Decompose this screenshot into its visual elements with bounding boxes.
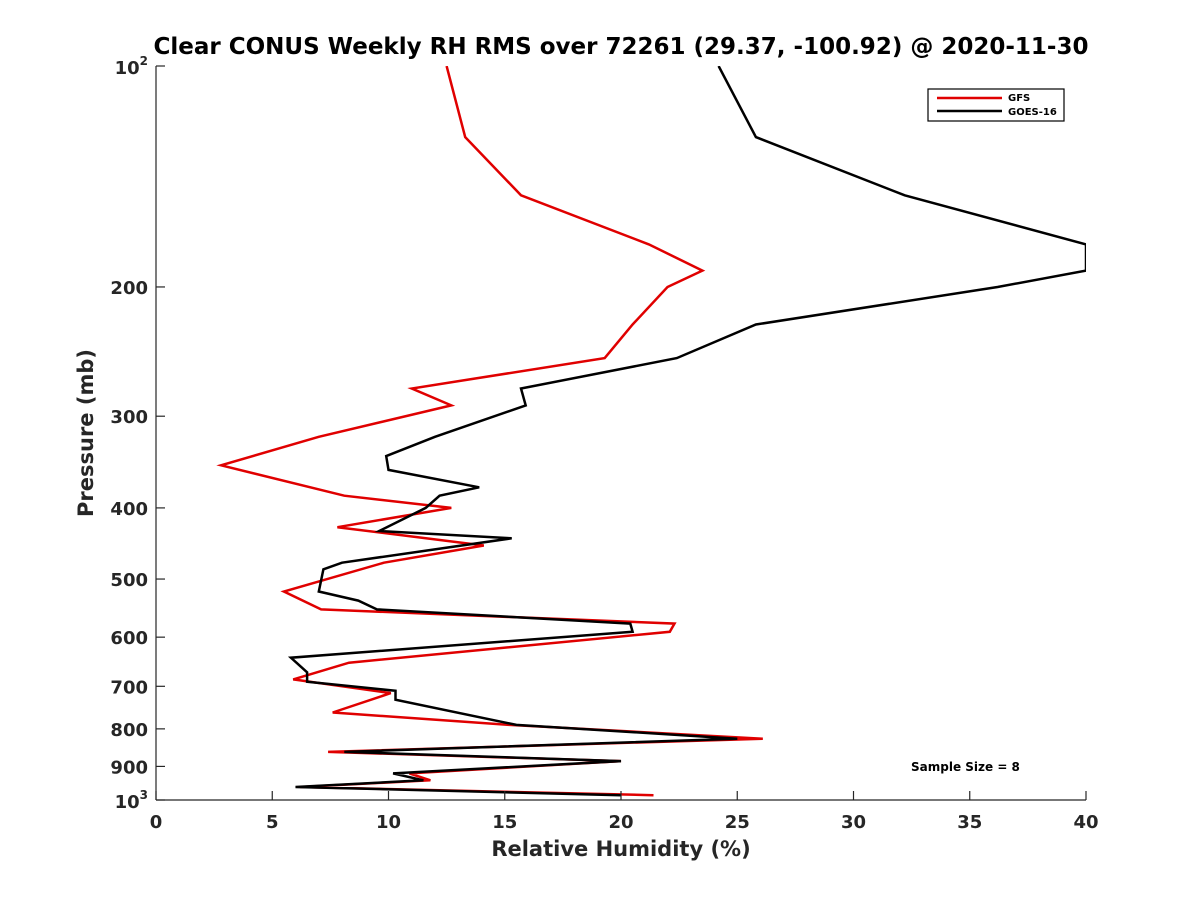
sample-size-annotation: Sample Size = 8 [911, 760, 1020, 774]
x-tick-label: 10 [376, 812, 401, 833]
y-tick-label: 500 [110, 570, 148, 591]
x-tick-label: 15 [492, 812, 517, 833]
legend-box [927, 88, 1065, 122]
y-tick-label: 900 [110, 757, 148, 778]
plot-area [156, 66, 1086, 800]
y-tick-label: 103 [115, 788, 148, 813]
x-tick-label: 25 [725, 812, 750, 833]
x-tick-label: 30 [841, 812, 866, 833]
x-axis-label: Relative Humidity (%) [491, 837, 750, 861]
ticks-layer: 0 5 10 15 20 25 30 35 40 102 200 300 400 500 600 700 800… [110, 54, 1098, 833]
x-tick-label: 40 [1073, 812, 1098, 833]
y-tick-label: 700 [110, 677, 148, 698]
legend-label-gfs: GFS [1008, 93, 1030, 104]
y-tick-label: 600 [110, 628, 148, 649]
y-tick-label: 400 [110, 499, 148, 520]
x-tick-label: 20 [608, 812, 633, 833]
chart-title: Clear CONUS Weekly RH RMS over 72261 (29… [154, 34, 1089, 60]
legend: GFS GOES-16 [927, 88, 1065, 122]
legend-label-goes-16: GOES-16 [1008, 107, 1057, 118]
series-line-goes-16 [287, 66, 1086, 797]
y-tick-label: 102 [115, 54, 148, 79]
y-tick-label: 300 [110, 407, 148, 428]
x-tick-label: 35 [957, 812, 982, 833]
x-tick-label: 5 [266, 812, 279, 833]
y-tick-label: 200 [110, 278, 148, 299]
x-tick-label: 0 [150, 812, 163, 833]
y-axis-label: Pressure (mb) [74, 349, 98, 517]
y-tick-label: 800 [110, 720, 148, 741]
series-layer [216, 66, 1086, 797]
